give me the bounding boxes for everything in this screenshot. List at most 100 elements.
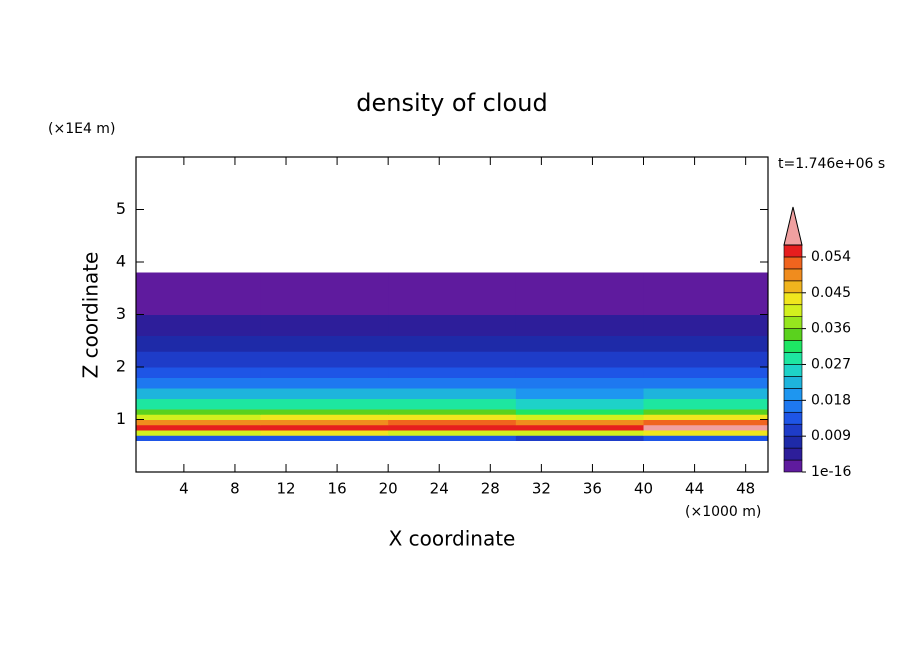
field-cell [515, 293, 645, 315]
field-cell [136, 430, 261, 436]
field-cell [388, 409, 517, 415]
field-cell [388, 314, 517, 336]
field-cell [643, 272, 769, 294]
field-cell [388, 424, 517, 431]
field-cell [136, 272, 261, 294]
field-cell [388, 351, 517, 368]
field-cell [643, 409, 769, 415]
x-tick-label: 24 [430, 480, 449, 498]
colorbar-band [783, 459, 803, 473]
field-cell [136, 419, 261, 426]
x-tick-label: 4 [179, 480, 189, 498]
colorbar-tick-label: 0.018 [811, 392, 851, 408]
colorbar-tick-label: 0.009 [811, 428, 851, 444]
field-cell [260, 430, 389, 436]
colorbar-tick-label: 0.045 [811, 285, 851, 301]
colorbar-tick-label: 0.054 [811, 249, 851, 265]
field-cell [260, 293, 389, 315]
x-tick-label: 44 [685, 480, 704, 498]
field-cell [136, 314, 261, 336]
field-cell [515, 377, 645, 389]
field-cell [136, 388, 261, 399]
colorbar-band [783, 244, 803, 258]
colorbar-band [783, 400, 803, 413]
field-cell [260, 424, 389, 431]
field-cell [388, 272, 517, 294]
colorbar-tick-label: 0.036 [811, 321, 851, 337]
field-cell [388, 388, 517, 399]
y-axis-label: Z coordinate [79, 252, 103, 379]
colorbar-band [783, 364, 803, 377]
field-cell [643, 419, 769, 426]
x-axis-label: X coordinate [389, 527, 516, 551]
colorbar-band [783, 435, 803, 449]
field-cell [388, 398, 517, 410]
colorbar-extend [783, 206, 803, 246]
field-cell [136, 293, 261, 315]
colorbar-band [783, 256, 803, 270]
field-cell [643, 398, 769, 410]
field-cell [388, 377, 517, 389]
colorbar-band [783, 268, 803, 282]
field-cell [515, 409, 645, 415]
field-cell [260, 272, 389, 294]
colorbar-band [783, 304, 803, 317]
field-cell [643, 377, 769, 389]
field-cell [260, 435, 389, 441]
colorbar-band [783, 292, 803, 306]
x-tick-label: 36 [583, 480, 602, 498]
field-cell [515, 314, 645, 336]
colorbar-band [783, 423, 803, 437]
field-cell [643, 414, 769, 420]
field-cell [260, 388, 389, 399]
colorbar-band [783, 388, 803, 401]
x-tick-label: 28 [481, 480, 500, 498]
field-cell [515, 424, 645, 431]
field-cell [260, 335, 389, 352]
colorbar-band [783, 411, 803, 425]
x-tick-label: 32 [532, 480, 551, 498]
field-cell [388, 414, 517, 420]
x-tick-label: 8 [230, 480, 240, 498]
field-cell [136, 351, 261, 368]
field-cell [136, 414, 261, 420]
field-cell [136, 367, 261, 378]
field-cell [260, 398, 389, 410]
y-tick-label: 1 [116, 409, 126, 428]
field-cell [515, 419, 645, 426]
field-cell [136, 435, 261, 441]
colorbar-tick-label: 1e-16 [811, 464, 851, 480]
field-cell [388, 430, 517, 436]
field-cell [515, 335, 645, 352]
field-cell [643, 388, 769, 399]
field-cell [388, 435, 517, 441]
field-cell [643, 293, 769, 315]
x-tick-label: 48 [736, 480, 755, 498]
y-tick-label: 3 [116, 304, 126, 323]
y-tick-label: 4 [116, 252, 126, 271]
field-cell [515, 272, 645, 294]
field-cell [515, 398, 645, 410]
colorbar-band [783, 340, 803, 353]
field-cell [388, 367, 517, 378]
x-tick-label: 40 [634, 480, 653, 498]
x-tick-label: 12 [276, 480, 295, 498]
x-tick-label: 20 [379, 480, 398, 498]
field-cell [515, 351, 645, 368]
colorbar-band [783, 352, 803, 365]
x-unit: (×1000 m) [685, 504, 761, 520]
field-cell [388, 419, 517, 426]
field-cell [515, 367, 645, 378]
field-cell [515, 430, 645, 436]
field-cell [136, 398, 261, 410]
field-cell [515, 414, 645, 420]
field-cell [643, 367, 769, 378]
field-cell [260, 409, 389, 415]
field-cell [260, 419, 389, 426]
field-cell [260, 367, 389, 378]
field-cell [388, 335, 517, 352]
field-cell [136, 424, 261, 431]
field-cell [260, 351, 389, 368]
